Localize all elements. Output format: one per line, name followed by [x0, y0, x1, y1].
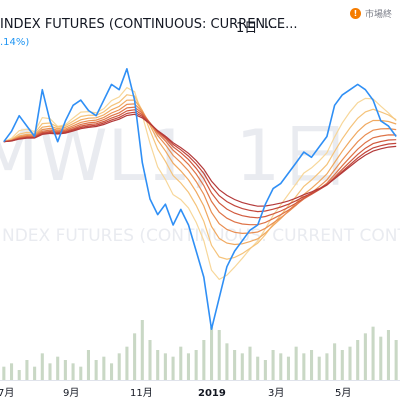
- ema-ribbon-line: [3, 103, 397, 235]
- symbol-title[interactable]: INDEX FUTURES (CONTINUOUS: CURREN...: [0, 17, 278, 32]
- x-tick-label: 5月: [335, 387, 351, 399]
- volume-bar: [56, 356, 60, 380]
- volume-bar: [33, 366, 37, 380]
- ema-ribbon-line: [3, 113, 397, 207]
- volume-bar: [171, 356, 175, 380]
- volume-bar: [233, 350, 237, 380]
- volume-bar: [140, 320, 144, 380]
- volume-bar: [79, 366, 83, 380]
- volume-bar: [379, 336, 383, 380]
- ema-ribbon: [3, 86, 397, 281]
- volume-bar: [217, 330, 221, 380]
- volume-bar: [202, 340, 206, 380]
- x-axis: 7月 9月 11月 2019 3月 5月: [0, 387, 351, 399]
- volume-bar: [263, 360, 267, 380]
- volume-bar: [94, 360, 98, 380]
- volume-bar: [2, 366, 6, 380]
- watermark: MWL1, 1日 NDEX FUTURES (CONTINUOUS: CURRE…: [0, 115, 400, 246]
- chart-header: INDEX FUTURES (CONTINUOUS: CURREN... 1日 …: [0, 0, 400, 38]
- volume-bar: [356, 340, 360, 380]
- exchange-label[interactable]: ICE...: [264, 17, 298, 32]
- time-axis-divider: [0, 380, 400, 381]
- volume-bar: [102, 356, 106, 380]
- ema-ribbon-line: [3, 86, 397, 281]
- volume-bar: [271, 350, 275, 380]
- x-tick-label: 11月: [130, 387, 153, 399]
- volume-bar: [117, 353, 121, 380]
- volume-bar: [210, 326, 214, 380]
- volume-bar: [10, 363, 14, 380]
- volume-bars: [2, 320, 398, 380]
- volume-bar: [17, 370, 21, 380]
- volume-bar: [25, 360, 29, 380]
- volume-bar: [225, 343, 229, 380]
- volume-bar: [156, 350, 160, 380]
- market-status: 市場終: [365, 10, 393, 20]
- volume-bar: [248, 346, 252, 380]
- volume-bar: [133, 333, 137, 380]
- volume-bar: [279, 353, 283, 380]
- volume-bar: [386, 330, 390, 380]
- volume-bar: [256, 356, 260, 380]
- volume-bar: [125, 346, 129, 380]
- volume-bar: [286, 356, 290, 380]
- volume-bar: [194, 350, 198, 380]
- price-change-percent: .14%): [0, 37, 30, 48]
- warning-icon[interactable]: !: [350, 8, 361, 19]
- ema-ribbon-line: [3, 106, 397, 226]
- x-tick-label: 2019: [198, 388, 226, 399]
- x-tick-label: 7月: [0, 387, 14, 399]
- volume-bar: [371, 326, 375, 380]
- volume-bar: [110, 363, 114, 380]
- volume-bar: [294, 346, 298, 380]
- ema-ribbon-line: [3, 99, 397, 246]
- volume-bar: [186, 353, 190, 380]
- volume-bar: [348, 346, 352, 380]
- x-tick-label: 3月: [268, 387, 284, 399]
- volume-bar: [240, 353, 244, 380]
- volume-bar: [40, 353, 44, 380]
- volume-bar: [333, 343, 337, 380]
- watermark-description: NDEX FUTURES (CONTINUOUS: CURRENT CONTRA…: [2, 226, 400, 246]
- volume-bar: [179, 346, 183, 380]
- volume-bar: [86, 350, 90, 380]
- volume-bar: [163, 353, 167, 380]
- volume-bar: [63, 360, 67, 380]
- price-series: [3, 68, 397, 330]
- volume-bar: [394, 340, 398, 380]
- volume-bar: [71, 363, 75, 380]
- volume-bar: [48, 363, 52, 380]
- price-line: [3, 68, 397, 330]
- volume-bar: [363, 333, 367, 380]
- x-tick-label: 9月: [63, 387, 79, 399]
- volume-bar: [317, 356, 321, 380]
- volume-bar: [302, 353, 306, 380]
- volume-bar: [148, 340, 152, 380]
- ema-ribbon-line: [3, 94, 397, 260]
- volume-bar: [325, 353, 329, 380]
- volume-bar: [340, 350, 344, 380]
- interval-selector[interactable]: 1日: [236, 21, 258, 36]
- volume-bar: [310, 350, 314, 380]
